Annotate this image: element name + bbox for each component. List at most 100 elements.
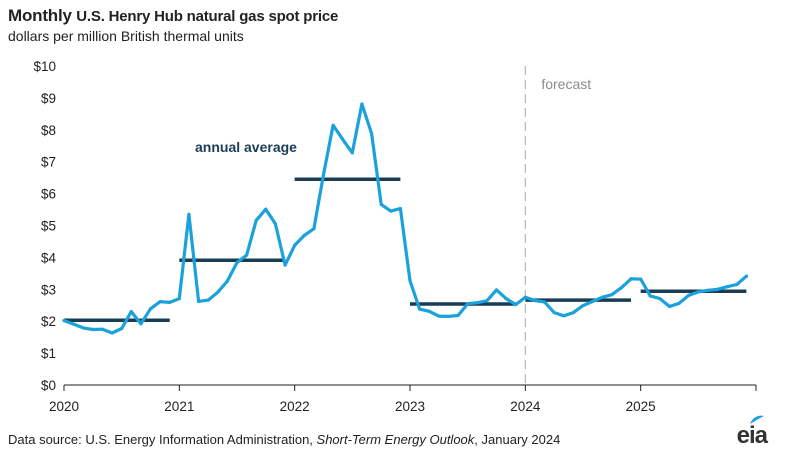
chart-title: Monthly U.S. Henry Hub natural gas spot …: [8, 6, 338, 26]
price-point: [600, 295, 604, 299]
price-point: [264, 207, 268, 211]
price-point: [619, 286, 624, 290]
price-chart: $0 $1 $2 $3 $4 $5 $6 $7 $8 $9 $10 2020 2021 2022 2023…: [33, 59, 757, 414]
price-point: [494, 288, 499, 292]
price-point: [485, 299, 489, 303]
price-point: [639, 277, 643, 281]
price-point: [552, 310, 556, 315]
chart-title-part2: U.S. Henry Hub natural gas spot price: [76, 8, 339, 25]
price-point: [331, 123, 335, 127]
x-tick-label: 2024: [510, 399, 541, 414]
price-point: [706, 288, 710, 292]
price-point: [350, 151, 354, 155]
y-tick-label: $7: [41, 155, 56, 170]
price-point: [591, 299, 595, 304]
price-point: [283, 263, 287, 267]
source-prefix: Data source: U.S. Energy Information Adm…: [8, 432, 317, 447]
price-point: [148, 307, 153, 311]
forecast-label: forecast: [541, 76, 591, 92]
annual-average-label: annual average: [195, 139, 297, 155]
price-point: [158, 300, 162, 304]
price-point: [293, 243, 297, 247]
data-source-note: Data source: U.S. Energy Information Adm…: [8, 432, 560, 447]
price-point: [514, 303, 518, 307]
price-point: [139, 322, 143, 326]
price-point: [571, 310, 575, 315]
price-point: [254, 218, 258, 222]
y-tick-label: $4: [41, 250, 57, 265]
eia-logo-text: eia: [736, 422, 768, 449]
price-series-points: [62, 102, 748, 335]
x-tick-label: 2021: [164, 399, 194, 414]
price-point: [120, 326, 124, 331]
price-point: [581, 303, 585, 308]
price-point: [302, 233, 306, 237]
y-tick-label: $3: [41, 282, 56, 297]
price-point: [418, 307, 422, 311]
y-tick-label: $6: [41, 187, 56, 202]
y-tick-label: $0: [41, 378, 56, 393]
annual-average-lines: [64, 177, 747, 322]
price-point: [187, 212, 191, 216]
price-point: [542, 300, 547, 304]
price-point: [466, 302, 470, 306]
price-point: [533, 298, 537, 303]
price-point: [437, 314, 441, 318]
price-point: [629, 277, 633, 281]
price-series-line: [62, 102, 748, 335]
price-point: [562, 314, 566, 318]
price-point: [715, 287, 720, 291]
price-point: [216, 290, 220, 294]
price-point: [389, 209, 393, 213]
price-point: [398, 206, 402, 211]
price-point: [129, 310, 133, 314]
price-point: [321, 172, 326, 177]
y-tick-label: $5: [41, 219, 56, 234]
price-point: [504, 296, 508, 301]
price-point: [273, 222, 278, 226]
price-point: [168, 300, 172, 304]
price-point: [725, 285, 729, 289]
price-point: [369, 132, 374, 136]
price-point: [379, 202, 383, 207]
price-point: [658, 296, 662, 301]
y-tick-label: $10: [33, 59, 56, 74]
price-point: [667, 304, 672, 309]
price-point: [648, 294, 652, 298]
price-point: [475, 301, 479, 305]
price-point: [341, 137, 345, 141]
price-point: [206, 298, 210, 302]
eia-logo: eia: [736, 415, 768, 450]
x-axis-ticks: 2020 2021 2022 2023 2024 2025: [49, 385, 757, 414]
price-point: [456, 313, 460, 318]
source-title: Short-Term Energy Outlook: [316, 432, 475, 447]
x-tick-label: 2025: [626, 399, 656, 414]
y-tick-label: $1: [41, 346, 56, 361]
price-point: [427, 309, 431, 313]
x-tick-label: 2022: [280, 399, 310, 414]
price-point: [235, 260, 239, 265]
y-tick-label: $8: [41, 123, 56, 138]
price-point: [100, 327, 105, 331]
price-point: [677, 301, 681, 305]
price-point: [312, 227, 316, 231]
price-point: [360, 102, 364, 106]
chart-subtitle: dollars per million British thermal unit…: [8, 28, 244, 44]
price-point: [110, 331, 114, 335]
chart-title-part1: Monthly: [8, 6, 72, 25]
price-point: [408, 279, 412, 283]
price-point: [245, 253, 249, 257]
price-point: [62, 318, 66, 323]
eia-leaf-icon: [749, 415, 764, 424]
price-point: [196, 299, 201, 304]
price-point: [446, 314, 451, 319]
price-point: [696, 290, 700, 294]
price-point: [610, 293, 614, 297]
price-point: [81, 326, 85, 330]
price-point: [735, 282, 739, 287]
y-tick-label: $9: [41, 91, 56, 106]
price-point: [523, 295, 527, 299]
x-tick-label: 2020: [49, 399, 79, 414]
price-point: [744, 274, 748, 278]
price-point: [687, 293, 691, 297]
